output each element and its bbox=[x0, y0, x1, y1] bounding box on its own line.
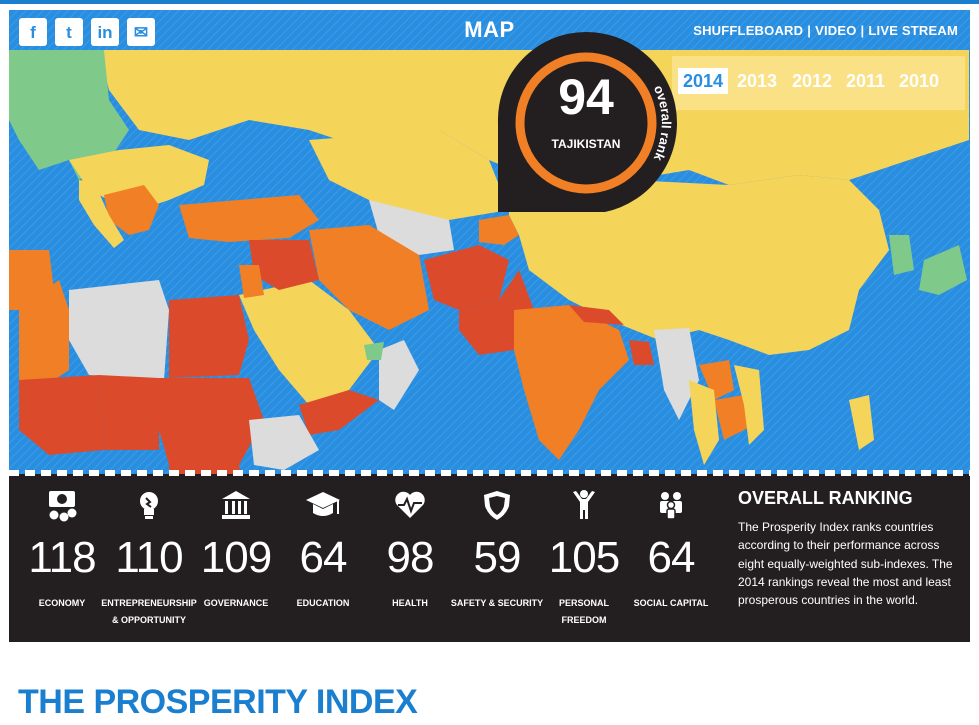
subindex-label: PERSONAL FREEDOM bbox=[558, 598, 609, 625]
year-tab-2012[interactable]: 2012 bbox=[792, 71, 833, 91]
page-heading: THE PROSPERITY INDEX bbox=[18, 683, 418, 721]
rank-caption: overall rank bbox=[651, 83, 674, 164]
overall-ranking-text: The Prosperity Index ranks countries acc… bbox=[738, 520, 953, 608]
country-afghanistan[interactable] bbox=[424, 245, 509, 310]
country-oman[interactable] bbox=[379, 340, 419, 410]
year-tab-2010[interactable]: 2010 bbox=[899, 71, 940, 91]
nav-video-link[interactable]: VIDEO bbox=[815, 23, 857, 38]
person-arms-up-icon bbox=[540, 488, 628, 522]
subindex-value: 64 bbox=[647, 533, 696, 582]
country-philippines[interactable] bbox=[849, 395, 874, 450]
country-laos[interactable] bbox=[699, 360, 734, 400]
nav-shuffleboard-link[interactable]: SHUFFLEBOARD bbox=[693, 23, 804, 38]
subindex-label: ENTREPRENEURSHIP & OPPORTUNITY bbox=[101, 598, 197, 625]
country-india[interactable] bbox=[514, 305, 629, 460]
subindex-label: HEALTH bbox=[392, 598, 428, 608]
rank-country: TAJIKISTAN bbox=[551, 137, 621, 151]
facebook-button[interactable]: f bbox=[19, 18, 47, 46]
country-algeria[interactable] bbox=[19, 280, 69, 390]
money-icon bbox=[18, 488, 106, 522]
twitter-button[interactable]: t bbox=[55, 18, 83, 46]
subindex-economy[interactable]: 118 ECONOMY bbox=[18, 474, 106, 642]
lightbulb-icon bbox=[105, 488, 193, 522]
country-thailand[interactable] bbox=[689, 380, 719, 465]
country-tajikistan[interactable] bbox=[479, 215, 519, 245]
rank-badge-shape: overall rank bbox=[497, 32, 677, 212]
country-egypt[interactable] bbox=[169, 295, 249, 378]
subindex-label: ECONOMY bbox=[38, 598, 86, 608]
linkedin-button[interactable]: in bbox=[91, 18, 119, 46]
shield-icon bbox=[453, 488, 541, 522]
country-sudan[interactable] bbox=[159, 378, 264, 465]
subindex-health[interactable]: 98 HEALTH bbox=[366, 474, 454, 642]
country-iran[interactable] bbox=[309, 225, 429, 330]
year-tab-2014[interactable]: 2014 bbox=[678, 68, 729, 94]
subindex-governance[interactable]: 109 GOVERNANCE bbox=[192, 474, 280, 642]
country-bangladesh[interactable] bbox=[629, 340, 654, 365]
overall-ranking-title: OVERALL RANKING bbox=[738, 488, 913, 508]
year-tab-2013[interactable]: 2013 bbox=[737, 71, 778, 91]
subindex-personal-freedom[interactable]: 105 PERSONAL FREEDOM bbox=[540, 474, 628, 642]
linkedin-icon: in bbox=[97, 22, 113, 42]
country-saudi-arabia[interactable] bbox=[239, 280, 379, 405]
subindex-value: 64 bbox=[299, 533, 348, 582]
country-chad[interactable] bbox=[99, 375, 159, 450]
country-central-europe[interactable] bbox=[69, 145, 209, 210]
subindex-value: 98 bbox=[386, 533, 435, 582]
country-italy[interactable] bbox=[79, 180, 124, 248]
subindex-value: 110 bbox=[115, 533, 183, 582]
nav-live-stream-link[interactable]: LIVE STREAM bbox=[868, 23, 958, 38]
subindex-value: 105 bbox=[548, 533, 620, 582]
country-balkans[interactable] bbox=[104, 185, 159, 235]
country-niger[interactable] bbox=[19, 375, 104, 455]
email-icon: ✉ bbox=[133, 22, 149, 42]
country-nepal[interactable] bbox=[569, 305, 624, 325]
heart-pulse-icon bbox=[366, 488, 454, 522]
government-building-icon bbox=[192, 488, 280, 522]
subindex-label: SAFETY & SECURITY bbox=[450, 598, 544, 608]
top-nav: SHUFFLEBOARD | VIDEO | LIVE STREAM bbox=[693, 23, 958, 38]
subindex-value: 118 bbox=[28, 533, 96, 582]
country-korea[interactable] bbox=[889, 235, 914, 275]
country-kazakhstan[interactable] bbox=[309, 130, 509, 225]
year-selector: 2014 2013 2012 2011 2010 bbox=[672, 56, 965, 110]
country-japan[interactable] bbox=[919, 245, 967, 295]
country-turkey[interactable] bbox=[179, 195, 319, 242]
country-myanmar[interactable] bbox=[654, 328, 699, 420]
subindex-social-capital[interactable]: 64 SOCIAL CAPITAL bbox=[627, 474, 715, 642]
map-title: MAP bbox=[464, 17, 515, 42]
subindex-entrepreneurship[interactable]: 110 ENTREPRENEURSHIP & OPPORTUNITY bbox=[101, 474, 197, 642]
subindex-safety[interactable]: 59 SAFETY & SECURITY bbox=[451, 474, 543, 642]
subindex-label: SOCIAL CAPITAL bbox=[633, 598, 709, 608]
email-button[interactable]: ✉ bbox=[127, 18, 155, 46]
country-vietnam[interactable] bbox=[734, 365, 764, 445]
map-header-bar: f t in ✉ MAP SHUFFLEBOARD | VIDEO | LIVE STR… bbox=[9, 14, 970, 50]
year-tab-2011[interactable]: 2011 bbox=[846, 71, 886, 91]
country-uae[interactable] bbox=[364, 342, 384, 360]
country-syria[interactable] bbox=[249, 240, 319, 290]
dashed-divider bbox=[9, 470, 970, 476]
twitter-icon: t bbox=[66, 22, 72, 42]
graduation-cap-icon bbox=[279, 488, 367, 522]
facebook-icon: f bbox=[30, 22, 36, 42]
country-yemen[interactable] bbox=[299, 390, 379, 435]
nav-separator: | bbox=[807, 23, 812, 38]
top-accent-rule bbox=[0, 0, 979, 4]
country-jordan[interactable] bbox=[239, 265, 264, 298]
rank-badge: overall rank 94 TAJIKISTAN bbox=[495, 32, 685, 212]
subindex-label: EDUCATION bbox=[296, 598, 350, 608]
rank-number: 94 bbox=[558, 69, 614, 125]
country-nordic[interactable] bbox=[9, 50, 129, 180]
people-group-icon bbox=[627, 488, 715, 522]
nav-separator: | bbox=[860, 23, 865, 38]
country-cambodia[interactable] bbox=[714, 395, 754, 440]
country-libya[interactable] bbox=[69, 280, 169, 380]
subindex-education[interactable]: 64 EDUCATION bbox=[279, 474, 367, 642]
country-ethiopia[interactable] bbox=[249, 415, 319, 470]
subindex-value: 59 bbox=[473, 533, 522, 582]
subindex-value: 109 bbox=[200, 533, 272, 582]
country-turkmenistan[interactable] bbox=[369, 200, 454, 255]
subindex-panel: 118 ECONOMY 110 ENTREPRENEURSHIP & OPPOR… bbox=[9, 474, 970, 642]
subindex-label: GOVERNANCE bbox=[203, 598, 269, 608]
